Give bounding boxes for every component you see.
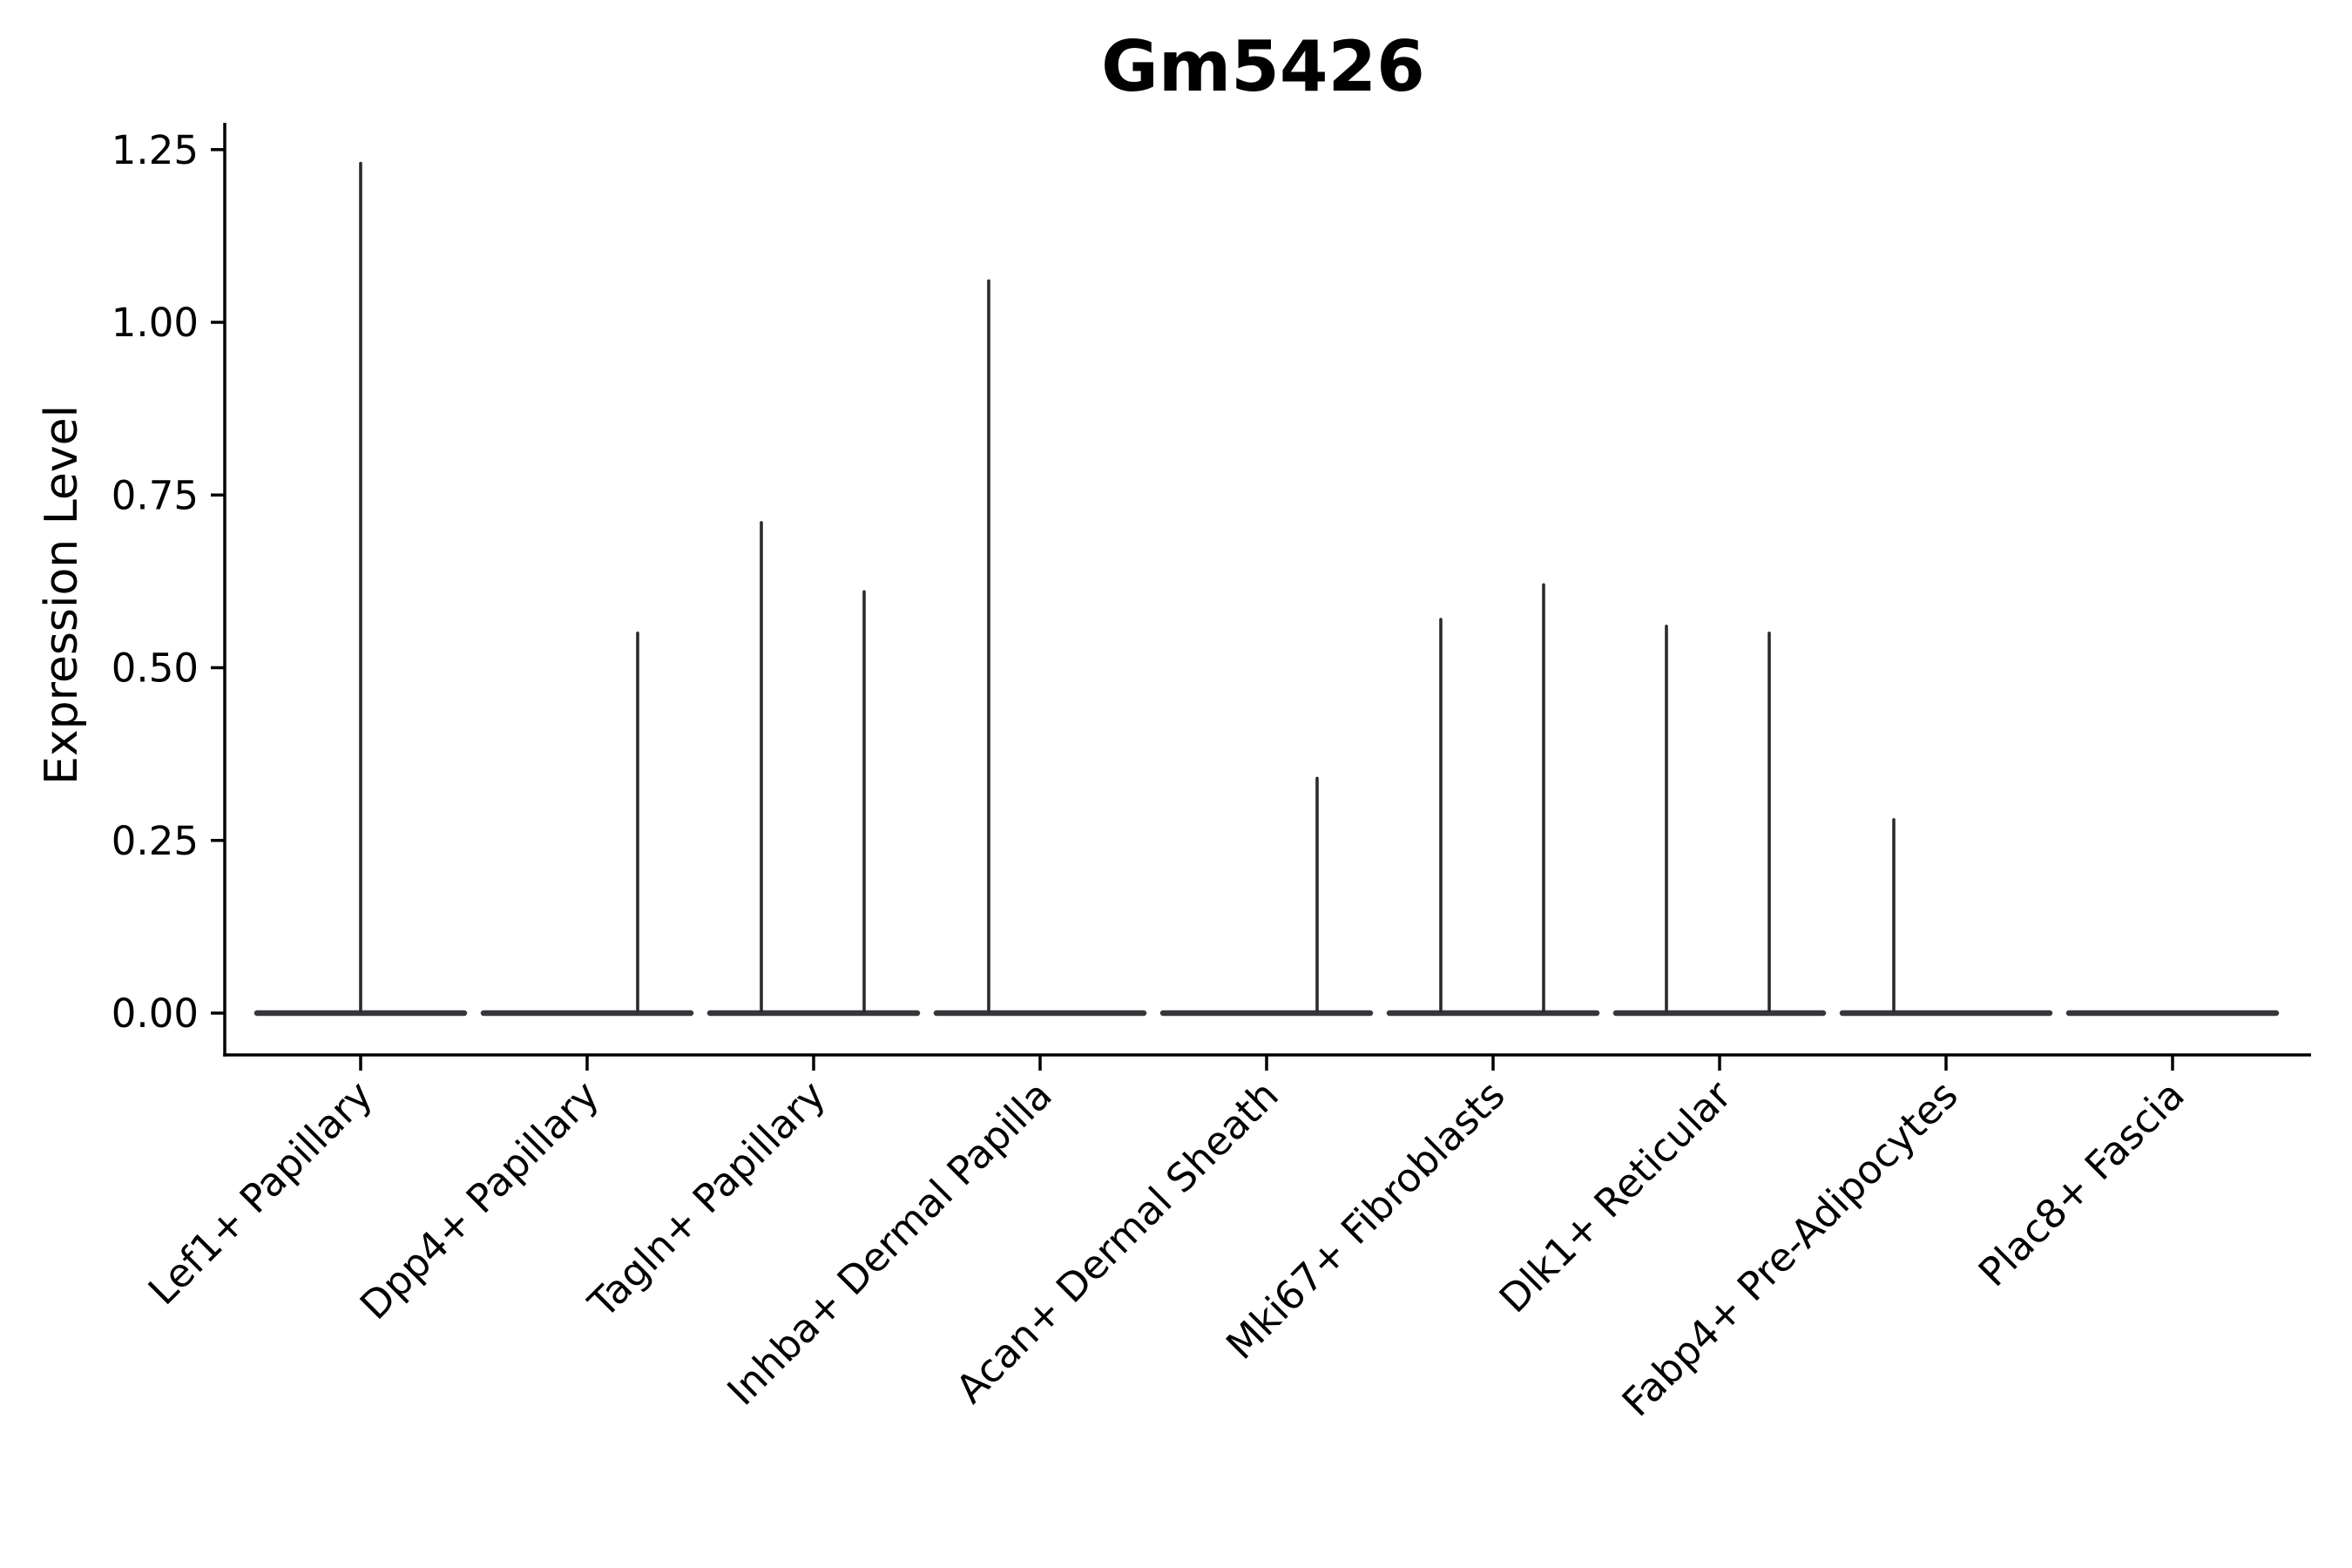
x-tick-label: Tagln+ Papillary xyxy=(579,1071,835,1327)
y-tick-label: 1.00 xyxy=(112,300,199,346)
violin xyxy=(1159,776,1374,1017)
violin xyxy=(1612,625,1827,1017)
violin-series xyxy=(253,161,2280,1017)
y-tick-label: 0.00 xyxy=(112,990,199,1037)
x-tick-label: Lef1+ Papillary xyxy=(139,1071,382,1314)
y-tick-label: 0.50 xyxy=(112,645,199,692)
violin xyxy=(933,279,1147,1017)
violin xyxy=(706,521,921,1017)
y-tick-label: 1.25 xyxy=(112,127,199,173)
violin xyxy=(253,161,468,1017)
x-tick-label: Plac8+ Fascia xyxy=(1970,1071,2193,1295)
violin xyxy=(1839,818,2053,1017)
y-axis-title: Expression Level xyxy=(36,405,88,785)
x-tick-label: Dlk1+ Reticular xyxy=(1490,1071,1740,1321)
plot-title: Gm5426 xyxy=(1101,26,1425,107)
y-tick-label: 0.25 xyxy=(112,818,199,864)
violin xyxy=(1386,583,1600,1017)
y-tick-label: 0.75 xyxy=(112,472,199,518)
violin xyxy=(480,632,694,1017)
x-tick-label: Dpp4+ Papillary xyxy=(351,1071,608,1328)
